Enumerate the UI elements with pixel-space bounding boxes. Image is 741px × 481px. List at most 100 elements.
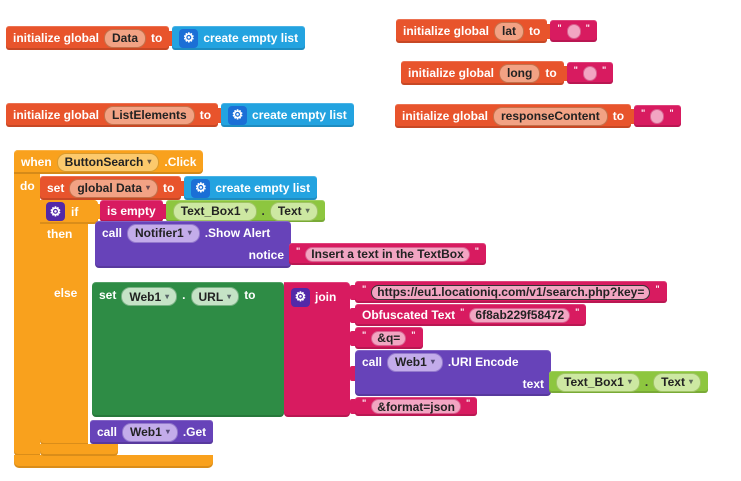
mutator-gear-icon[interactable]: ⚙ <box>191 178 211 198</box>
string-block-format[interactable]: " &format=json " <box>355 397 478 416</box>
init-global-lat-block[interactable]: initialize global lat to <box>396 19 548 43</box>
global-name-field-lat[interactable]: lat <box>494 21 525 41</box>
mutator-gear-icon[interactable]: ⚙ <box>46 202 65 221</box>
dropdown-arrow-icon: ▾ <box>146 183 151 192</box>
block-init-global-lat[interactable]: initialize global lat to " " <box>396 19 597 43</box>
obfuscated-text-label: Obfuscated Text <box>362 308 456 322</box>
init-global-data-block[interactable]: initialize global Data to <box>6 26 170 50</box>
socket-tab <box>544 374 551 390</box>
string-field[interactable]: &format=json <box>371 399 461 414</box>
mutator-gear-icon[interactable]: ⚙ <box>291 287 310 307</box>
is-empty-block[interactable]: is empty <box>100 200 163 222</box>
string-field[interactable]: https://eu1.locationiq.com/v1/search.php… <box>371 284 651 300</box>
is-empty-label: is empty <box>107 204 156 218</box>
set-global-data-block[interactable]: set global Data ▾ to <box>40 176 182 200</box>
when-buttonsearch-click-header[interactable]: when ButtonSearch ▾ .Click <box>14 150 204 174</box>
create-empty-list-block[interactable]: ⚙ create empty list <box>184 176 318 200</box>
block-join-arg-q[interactable]: " &q= " <box>350 327 423 349</box>
mutator-gear-icon[interactable]: ⚙ <box>179 28 199 48</box>
textbox-text-getter-block[interactable]: Text_Box1 ▾ . Text ▾ <box>549 371 708 393</box>
block-init-global-listelements[interactable]: initialize global ListElements to ⚙ crea… <box>6 103 354 127</box>
empty-string-block[interactable]: " " <box>566 62 614 84</box>
block-text-argument[interactable]: Text_Box1 ▾ . Text ▾ <box>544 371 708 393</box>
string-field[interactable]: &q= <box>371 330 407 346</box>
property-dropdown-label: Text <box>277 204 302 218</box>
component-dropdown-label: Notifier1 <box>135 226 184 240</box>
open-quote: " <box>460 307 465 317</box>
init-global-listelements-block[interactable]: initialize global ListElements to <box>6 103 219 127</box>
component-dropdown-web1[interactable]: Web1 ▾ <box>121 287 178 306</box>
string-block-q[interactable]: " &q= " <box>355 327 423 349</box>
component-dropdown-web1[interactable]: Web1 ▾ <box>387 352 443 372</box>
component-dropdown-notifier1[interactable]: Notifier1 ▾ <box>127 223 200 243</box>
property-dropdown-text[interactable]: Text ▾ <box>653 372 701 392</box>
component-dropdown-label: Web1 <box>129 289 162 304</box>
create-empty-list-block[interactable]: ⚙ create empty list <box>172 26 306 50</box>
param-text-label: text <box>522 376 544 391</box>
if-block-left-column <box>40 200 88 445</box>
call-web1-get-block[interactable]: call Web1 ▾ .Get <box>90 420 214 444</box>
variable-dropdown-global-data[interactable]: global Data ▾ <box>69 178 159 198</box>
component-dropdown-buttonsearch[interactable]: ButtonSearch ▾ <box>56 152 160 172</box>
block-set-global-data[interactable]: set global Data ▾ to ⚙ create empty list <box>40 176 318 200</box>
init-keyword: initialize global <box>13 31 100 45</box>
component-dropdown-textbox1[interactable]: Text_Box1 ▾ <box>172 201 257 221</box>
then-label: then <box>47 227 73 241</box>
block-if-condition[interactable]: is empty Text_Box1 ▾ . Text ▾ <box>95 200 325 222</box>
string-field[interactable] <box>650 108 665 124</box>
close-quote: " <box>585 23 590 33</box>
close-quote: " <box>601 65 607 75</box>
block-notice-argument[interactable]: " Insert a text in the TextBox " <box>284 243 487 265</box>
block-init-global-responsecontent[interactable]: initialize global responseContent to " " <box>395 104 681 128</box>
component-dropdown-label: Web1 <box>130 425 162 439</box>
open-quote: " <box>557 23 562 33</box>
open-quote: " <box>641 108 646 118</box>
block-join-arg-uriencode[interactable]: call Web1 ▾ .URI Encode text <box>350 350 708 396</box>
string-field[interactable] <box>582 65 597 81</box>
property-dropdown-label: Text <box>661 375 685 389</box>
obfuscated-text-block[interactable]: Obfuscated Text " 6f8ab229f58472 " <box>355 304 587 326</box>
create-empty-list-block[interactable]: ⚙ create empty list <box>221 103 354 127</box>
textbox-text-getter-block[interactable]: Text_Box1 ▾ . Text ▾ <box>165 200 325 222</box>
global-name-field-long[interactable]: long <box>499 63 541 83</box>
block-join-arg-url[interactable]: " https://eu1.locationiq.com/v1/search.p… <box>350 281 667 303</box>
block-init-global-long[interactable]: initialize global long to " " <box>401 61 614 85</box>
mutator-gear-icon[interactable]: ⚙ <box>228 105 248 125</box>
global-name-field-responsecontent[interactable]: responseContent <box>493 106 608 126</box>
string-block-notice[interactable]: " Insert a text in the TextBox " <box>289 243 487 265</box>
method-label: .URI Encode <box>447 355 519 369</box>
block-join-arg-obfuscated[interactable]: Obfuscated Text " 6f8ab229f58472 " <box>350 304 587 326</box>
property-dropdown-url[interactable]: URL ▾ <box>190 287 240 306</box>
socket-tab <box>350 330 357 346</box>
set-web1-url-block[interactable]: set Web1 ▾ . URL ▾ to <box>92 282 284 417</box>
block-join-arg-format[interactable]: " &format=json " <box>350 397 478 416</box>
call-web1-uriencode-block[interactable]: call Web1 ▾ .URI Encode text <box>355 350 708 396</box>
init-global-responsecontent-block[interactable]: initialize global responseContent to <box>395 104 632 128</box>
empty-string-block[interactable]: " " <box>634 105 681 127</box>
string-block-url[interactable]: " https://eu1.locationiq.com/v1/search.p… <box>355 281 667 303</box>
close-quote: " <box>575 307 580 317</box>
string-field[interactable] <box>566 23 581 39</box>
socket-tab <box>160 203 168 219</box>
method-label: .Show Alert <box>204 226 271 240</box>
socket-tab <box>545 23 553 39</box>
init-global-long-block[interactable]: initialize global long to <box>401 61 564 85</box>
string-field[interactable]: Insert a text in the TextBox <box>305 246 470 262</box>
component-dropdown-textbox1[interactable]: Text_Box1 ▾ <box>556 372 640 392</box>
global-name-field-listelements[interactable]: ListElements <box>104 105 195 125</box>
property-dropdown-text[interactable]: Text ▾ <box>269 201 318 221</box>
socket-tab <box>350 284 357 300</box>
string-field[interactable]: 6f8ab229f58472 <box>469 307 571 323</box>
call-notifier-showalert-block[interactable]: call Notifier1 ▾ .Show Alert notice " In… <box>95 221 487 268</box>
empty-string-block[interactable]: " " <box>550 20 597 42</box>
block-init-global-data[interactable]: initialize global Data to ⚙ create empty… <box>6 26 306 50</box>
init-keyword: initialize global <box>402 109 489 123</box>
socket-tab <box>167 30 175 46</box>
open-quote: " <box>362 330 367 340</box>
component-dropdown-web1[interactable]: Web1 ▾ <box>122 422 178 442</box>
join-block[interactable]: ⚙ join " https://eu1.locationiq.com/v1/s… <box>284 281 708 417</box>
dropdown-arrow-icon: ▾ <box>430 357 435 366</box>
global-name-field-data[interactable]: Data <box>104 28 147 48</box>
event-label: .Click <box>164 155 197 169</box>
